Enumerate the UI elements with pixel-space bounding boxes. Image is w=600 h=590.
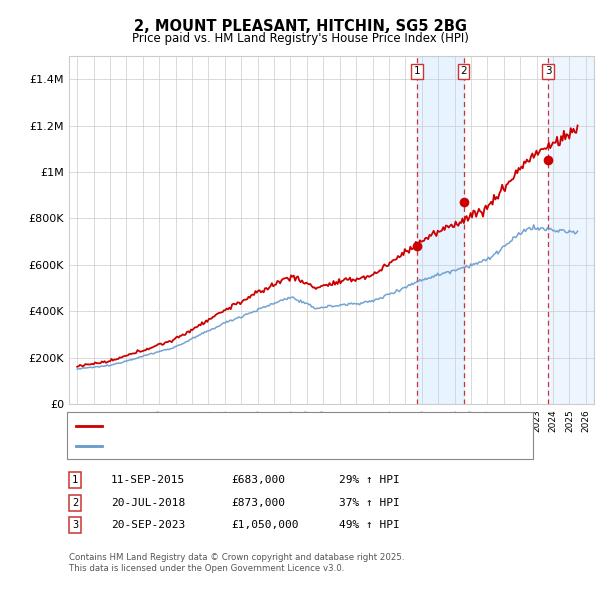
Text: 49% ↑ HPI: 49% ↑ HPI <box>339 520 400 530</box>
Text: £873,000: £873,000 <box>231 498 285 507</box>
Text: 29% ↑ HPI: 29% ↑ HPI <box>339 476 400 485</box>
Bar <box>416 56 464 404</box>
Text: 2: 2 <box>72 498 78 507</box>
Text: HPI: Average price, detached house, North Hertfordshire: HPI: Average price, detached house, Nort… <box>107 441 416 451</box>
Text: 2, MOUNT PLEASANT, HITCHIN, SG5 2BG: 2, MOUNT PLEASANT, HITCHIN, SG5 2BG <box>133 19 467 34</box>
Text: Price paid vs. HM Land Registry's House Price Index (HPI): Price paid vs. HM Land Registry's House … <box>131 32 469 45</box>
Text: 1: 1 <box>413 67 420 77</box>
Text: 3: 3 <box>72 520 78 530</box>
Text: 20-SEP-2023: 20-SEP-2023 <box>111 520 185 530</box>
Text: 2: 2 <box>460 67 467 77</box>
Text: 20-JUL-2018: 20-JUL-2018 <box>111 498 185 507</box>
Text: Contains HM Land Registry data © Crown copyright and database right 2025.
This d: Contains HM Land Registry data © Crown c… <box>69 553 404 573</box>
Bar <box>548 56 594 404</box>
Text: £1,050,000: £1,050,000 <box>231 520 299 530</box>
Bar <box>561 56 594 404</box>
Text: 37% ↑ HPI: 37% ↑ HPI <box>339 498 400 507</box>
Text: 3: 3 <box>545 67 552 77</box>
Text: 2, MOUNT PLEASANT, HITCHIN, SG5 2BG (detached house): 2, MOUNT PLEASANT, HITCHIN, SG5 2BG (det… <box>107 421 428 431</box>
Text: 1: 1 <box>72 476 78 485</box>
Text: 11-SEP-2015: 11-SEP-2015 <box>111 476 185 485</box>
Text: £683,000: £683,000 <box>231 476 285 485</box>
